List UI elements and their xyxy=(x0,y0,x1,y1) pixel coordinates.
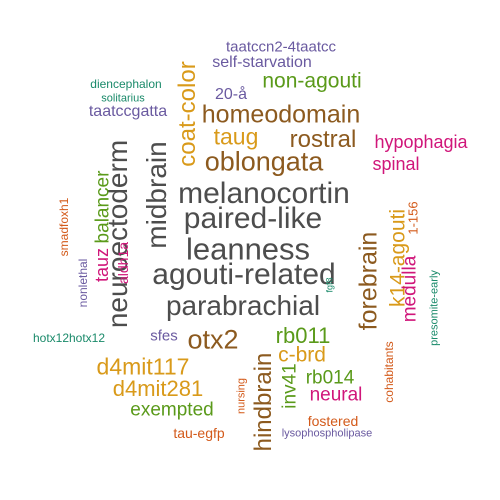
word-11: hypophagia xyxy=(374,132,468,152)
word-24: aldh1a xyxy=(115,241,131,285)
word-46: fostered xyxy=(307,413,359,429)
word-44: nursing xyxy=(235,377,248,415)
word-1: self-starvation xyxy=(212,54,312,71)
word-12: oblongata xyxy=(204,146,324,177)
word-39: hindbrain xyxy=(250,352,277,452)
word-31: hotx12hotx12 xyxy=(32,331,106,345)
word-22: nonlethal xyxy=(76,258,90,308)
word-37: d4mit117 xyxy=(96,353,190,380)
word-35: rb011 xyxy=(275,323,331,348)
word-34: fgf8 xyxy=(324,277,335,293)
word-2: diencephalon xyxy=(90,77,162,91)
word-15: midbrain xyxy=(141,141,172,249)
word-40: inv41 xyxy=(279,363,301,409)
word-6: taatccgatta xyxy=(88,103,168,120)
word-30: parabrachial xyxy=(165,290,321,321)
word-25: forebrain xyxy=(354,231,383,331)
word-7: homeodomain xyxy=(201,100,361,129)
word-19: paired-like xyxy=(183,202,323,235)
word-18: balancer xyxy=(92,170,114,244)
word-32: sfes xyxy=(150,327,178,345)
word-41: rb014 xyxy=(305,367,355,389)
word-43: cohabitants xyxy=(382,341,396,403)
word-47: tau-egfp xyxy=(173,425,225,441)
word-36: c-brd xyxy=(278,343,326,367)
word-27: 1-156 xyxy=(405,201,421,235)
word-21: leanness xyxy=(185,231,311,267)
word-23: tauz xyxy=(92,247,112,283)
word-0: taatccn2-4taatcc xyxy=(225,38,337,56)
word-45: exempted xyxy=(130,399,214,421)
word-17: smadfoxh1 xyxy=(57,197,71,257)
word-38: d4mit281 xyxy=(112,376,204,401)
word-13: spinal xyxy=(372,154,420,174)
word-28: medulla xyxy=(399,255,421,323)
word-9: taug xyxy=(213,123,259,150)
word-10: rostral xyxy=(289,126,357,153)
word-16: melanocortin xyxy=(178,177,350,210)
word-3: non-agouti xyxy=(262,69,362,93)
word-4: solitarius xyxy=(101,92,145,105)
word-8: coat-color xyxy=(174,61,201,167)
word-20: agouti-related xyxy=(152,258,336,291)
word-42: neural xyxy=(309,384,363,406)
word-29: presomite-early xyxy=(428,270,441,346)
word-48: lysophospholipase xyxy=(281,427,373,440)
word-33: otx2 xyxy=(187,324,239,355)
word-5: 20-å xyxy=(214,86,248,103)
